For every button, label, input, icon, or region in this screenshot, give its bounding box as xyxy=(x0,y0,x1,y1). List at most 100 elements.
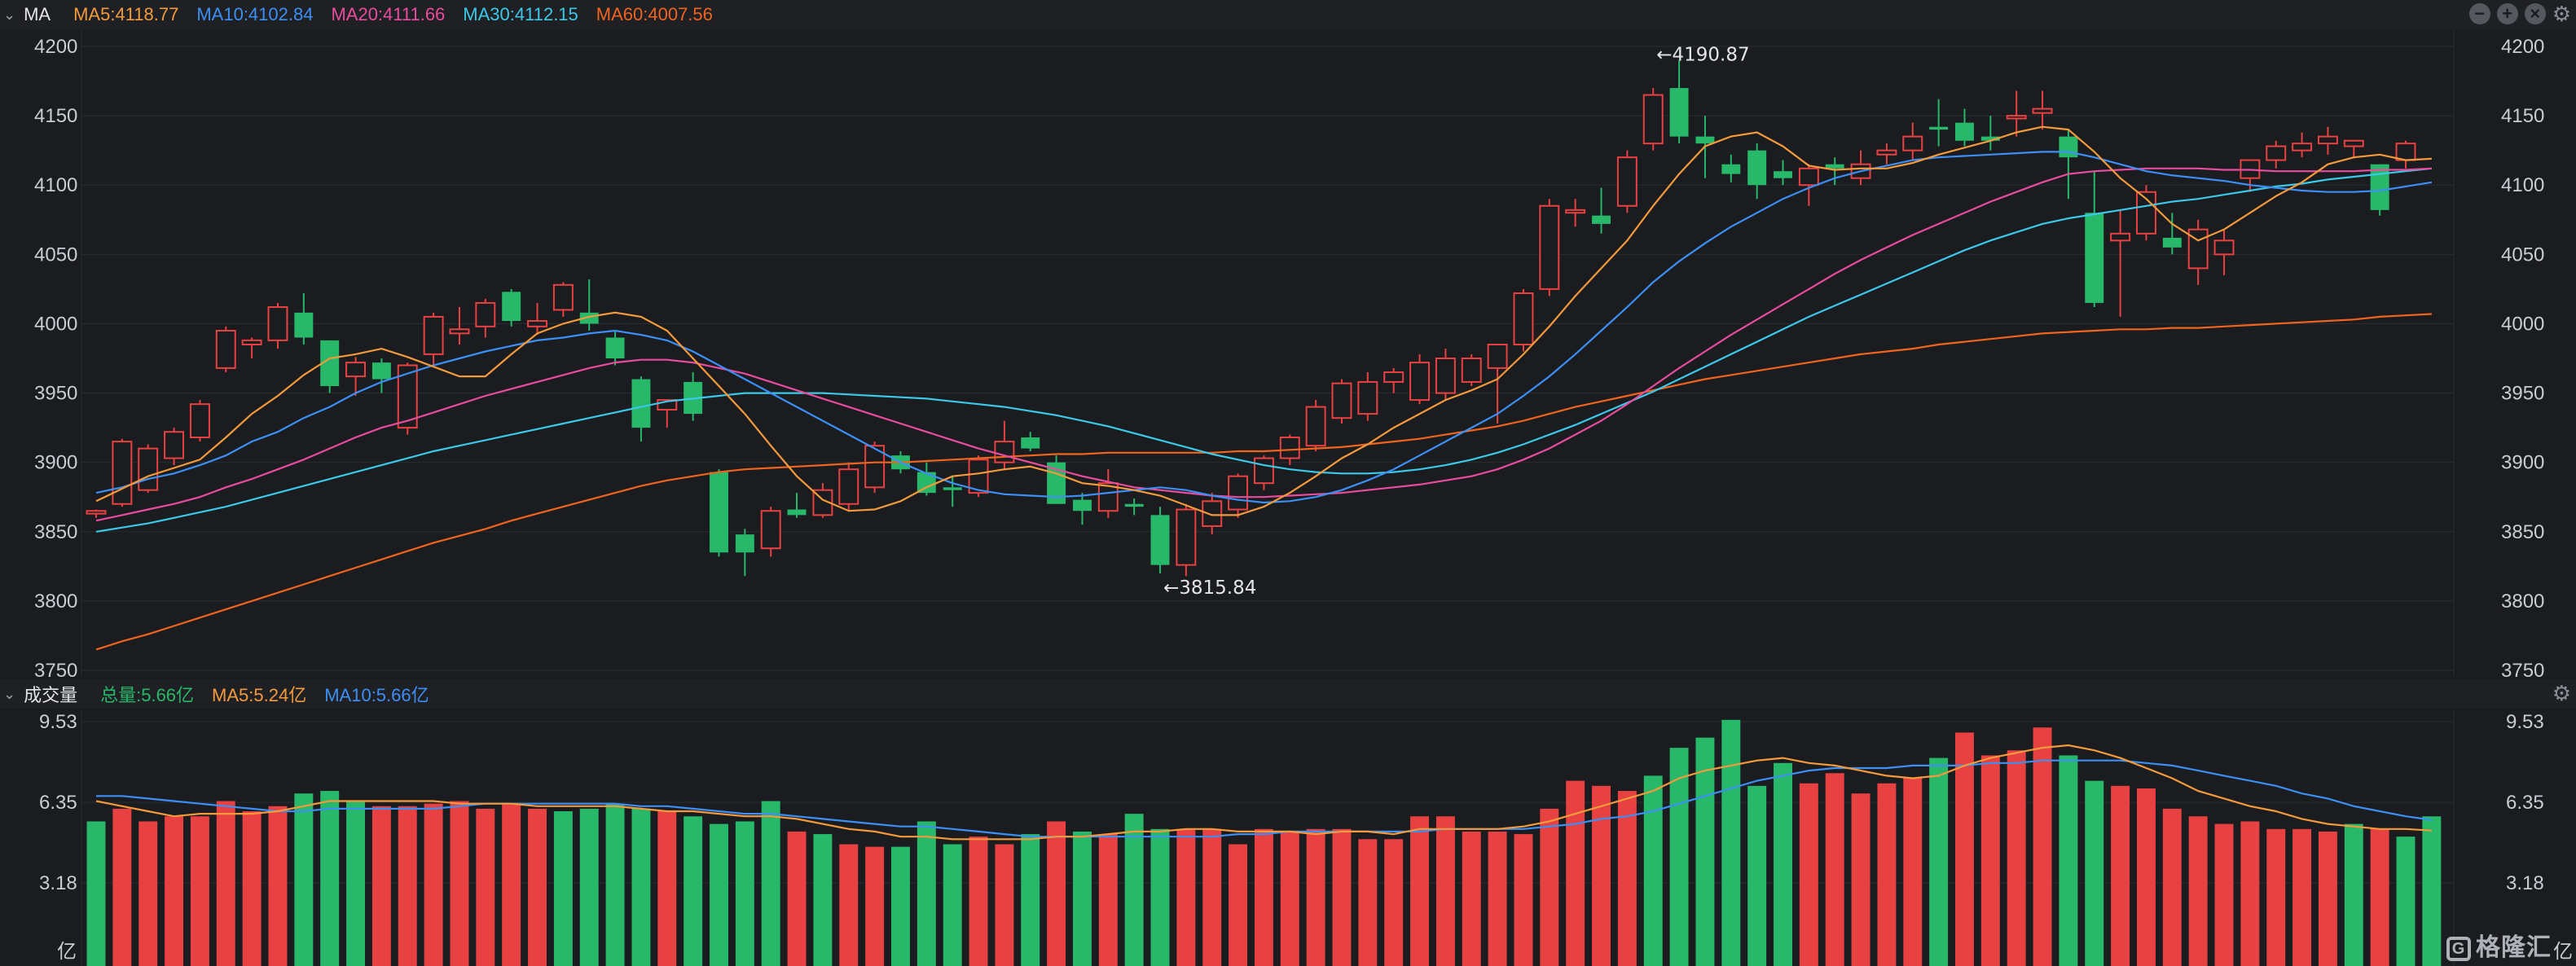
candle-body xyxy=(1461,358,1482,383)
volume-bar xyxy=(2396,836,2416,966)
volume-bar xyxy=(1462,831,1481,966)
volume-bar xyxy=(1229,844,1248,966)
candle-body xyxy=(2162,237,2182,248)
candle-body xyxy=(1669,88,1689,137)
volume-bar xyxy=(2188,816,2208,966)
gear-icon[interactable]: ⚙ xyxy=(2552,2,2571,26)
chevron-down-icon[interactable]: ⌄ xyxy=(3,6,16,23)
candle-body xyxy=(1902,135,1923,151)
minimize-icon[interactable]: − xyxy=(2468,3,2490,24)
price-legend-item-1: MA10:4102.84 xyxy=(196,4,314,24)
price-ytick-right: 4000 xyxy=(2501,313,2544,335)
volume-bar xyxy=(112,808,132,966)
volume-legend-item-2: MA10:5.66亿 xyxy=(324,685,429,705)
price-ytick-right: 4100 xyxy=(2501,174,2544,196)
volume-bar xyxy=(1488,831,1507,966)
candle-body xyxy=(2032,108,2053,114)
volume-bar xyxy=(294,793,314,966)
plus-icon[interactable]: + xyxy=(2496,3,2518,24)
watermark-text: 格隆汇 xyxy=(2476,934,2552,961)
candle-body xyxy=(138,447,159,491)
candle-body xyxy=(112,441,133,505)
volume-bar xyxy=(891,846,910,966)
price-ytick-right: 3750 xyxy=(2501,660,2544,682)
price-ma-legend: MA5:4118.77 MA10:4102.84 MA20:4111.66 MA30:… xyxy=(73,4,731,25)
chevron-down-icon[interactable]: ⌄ xyxy=(3,685,16,702)
volume-ytick-right: 9.53 xyxy=(2506,711,2544,733)
gear-icon[interactable]: ⚙ xyxy=(2552,681,2571,705)
volume-bar xyxy=(631,808,651,966)
volume-bar xyxy=(346,801,366,966)
candle-body xyxy=(267,306,288,341)
price-ytick-left: 4000 xyxy=(34,313,77,335)
candle-body xyxy=(1695,136,1715,144)
ma30-line xyxy=(95,167,2433,533)
price-indicator-name[interactable]: MA xyxy=(24,4,51,24)
price-ytick-right: 3900 xyxy=(2501,452,2544,474)
candle-body xyxy=(710,472,728,553)
volume-bar xyxy=(1617,791,1637,966)
volume-bar xyxy=(865,846,885,966)
candle-body xyxy=(2213,239,2235,256)
price-ytick-right: 3950 xyxy=(2501,383,2544,405)
volume-bar xyxy=(1721,719,1741,966)
volume-bar xyxy=(1332,828,1352,966)
candle-body xyxy=(1721,164,1741,174)
price-ytick-right: 3850 xyxy=(2501,521,2544,543)
candle-body xyxy=(1253,457,1274,485)
volume-bar xyxy=(1851,793,1870,966)
candle-body xyxy=(1124,503,1144,507)
candle-body xyxy=(1331,382,1352,419)
volume-bar xyxy=(398,806,417,966)
price-ytick-left: 4200 xyxy=(34,36,77,58)
candle-body xyxy=(2395,143,2416,161)
candle-body xyxy=(475,301,496,327)
volume-bar xyxy=(476,808,495,966)
volume-bar xyxy=(684,816,703,966)
candle-body xyxy=(1929,126,1949,130)
candle-body xyxy=(1487,343,1508,369)
candle-body xyxy=(1409,362,1431,402)
volume-bar xyxy=(1980,755,2000,966)
candle-body xyxy=(320,340,340,387)
volume-bar xyxy=(2136,788,2156,966)
volume-bar xyxy=(2422,816,2442,966)
volume-bar xyxy=(657,811,677,966)
candle-body xyxy=(1435,358,1456,394)
candle-body xyxy=(423,315,444,355)
candle-body xyxy=(1305,406,1326,447)
volume-bar xyxy=(528,808,547,966)
price-annotation: ←3815.84 xyxy=(1163,577,1256,599)
volume-bar xyxy=(1254,828,1273,966)
volume-bar xyxy=(1072,831,1092,966)
candle-body xyxy=(552,283,574,311)
volume-bar xyxy=(1825,773,1844,966)
volume-unit-left: 亿 xyxy=(57,940,77,963)
volume-bar xyxy=(2162,808,2182,966)
window-controls: − + × ⚙ xyxy=(2468,2,2571,26)
price-ytick-right: 4150 xyxy=(2501,105,2544,127)
volume-bar xyxy=(735,821,754,966)
candle-body xyxy=(371,362,391,380)
volume-ma5-line xyxy=(95,744,2432,841)
candle-body xyxy=(2343,139,2364,147)
volume-indicator-name[interactable]: 成交量 xyxy=(24,685,78,705)
volume-bar xyxy=(1955,732,1974,966)
volume-bar xyxy=(1566,780,1585,966)
candle-body xyxy=(1150,515,1170,565)
candle-body xyxy=(1592,215,1611,224)
candle-body xyxy=(631,379,651,428)
volume-bar xyxy=(1021,834,1040,966)
volume-bar xyxy=(1643,775,1663,966)
close-icon[interactable]: × xyxy=(2524,3,2546,24)
candle-body xyxy=(2370,164,2389,210)
volume-bar xyxy=(787,831,807,966)
volume-bar xyxy=(1592,785,1611,966)
candle-body xyxy=(605,337,625,358)
volume-bar xyxy=(1150,828,1170,966)
volume-bar xyxy=(1774,762,1792,966)
volume-bar xyxy=(553,811,573,966)
price-ytick-left: 3850 xyxy=(34,521,77,543)
volume-bar xyxy=(1384,839,1404,966)
